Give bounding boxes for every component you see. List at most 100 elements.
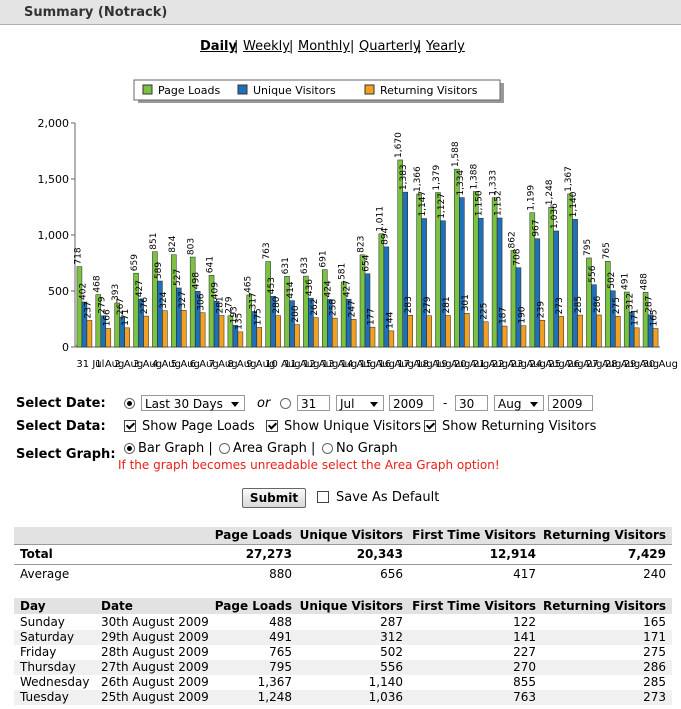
value-label: 144	[385, 311, 395, 328]
table-cell: 502	[380, 645, 403, 659]
table-cell: 30th August 2009	[101, 615, 209, 629]
bar	[294, 324, 300, 348]
table-cell: 227	[513, 645, 536, 659]
form-label: Select Graph:	[16, 447, 116, 462]
separator: |	[417, 39, 422, 54]
value-label: 581	[338, 263, 348, 280]
value-label: 1,383	[399, 164, 409, 190]
table-cell: 285	[643, 675, 666, 689]
y-tick-label: 0	[62, 341, 69, 354]
bar	[520, 325, 527, 348]
value-label: 633	[300, 257, 310, 274]
period-link[interactable]: Monthly	[298, 39, 351, 54]
bar	[652, 328, 659, 348]
period-link[interactable]: Quarterly	[359, 39, 421, 54]
table-cell: 165	[643, 615, 666, 629]
value-label: 317	[248, 292, 258, 309]
from-year[interactable]: 2009	[389, 395, 434, 411]
value-label: 225	[480, 303, 490, 320]
bar	[407, 315, 413, 348]
column-header: Unique Visitors	[299, 528, 403, 542]
value-label: 1,333	[489, 170, 499, 196]
x-tick-label: 30 Aug	[643, 359, 678, 370]
radio[interactable]	[219, 443, 230, 454]
bar	[577, 314, 583, 348]
period-link[interactable]: Weekly	[243, 39, 290, 54]
bar	[440, 220, 446, 348]
checkbox[interactable]	[124, 420, 136, 432]
value-label: 763	[262, 242, 272, 259]
checkbox[interactable]	[266, 420, 278, 432]
value-label: 1,379	[432, 165, 442, 191]
legend-swatch	[142, 84, 153, 95]
checkbox[interactable]	[317, 491, 329, 503]
value-label: 527	[173, 269, 183, 286]
value-label: 267	[116, 298, 126, 315]
separator: |	[234, 39, 239, 54]
value-label: 279	[224, 296, 234, 313]
value-label: 1,367	[564, 166, 574, 192]
value-label: 286	[593, 296, 603, 313]
value-label: 409	[211, 282, 221, 299]
to-year[interactable]: 2009	[548, 395, 593, 411]
range-select[interactable]: Last 30 Days	[141, 395, 245, 411]
radio-label: Bar Graph |	[138, 441, 213, 456]
x-tick-label: 8 Aug	[227, 359, 256, 370]
bar	[482, 321, 489, 348]
period-link[interactable]: Daily	[200, 39, 237, 54]
radio[interactable]	[280, 398, 291, 409]
value-label: 324	[159, 291, 169, 308]
bar	[265, 261, 271, 348]
bar	[313, 317, 319, 348]
row-stripe	[14, 660, 672, 675]
x-tick-label: 14 Aug	[341, 359, 376, 370]
value-label: 465	[243, 276, 253, 293]
bar	[105, 328, 112, 348]
x-tick-label: 5 Aug	[171, 359, 200, 370]
checkbox[interactable]	[424, 420, 436, 432]
dash: -	[443, 396, 448, 410]
value-label: 424	[324, 280, 334, 297]
table-cell: Saturday	[20, 630, 75, 644]
radio[interactable]	[124, 398, 135, 409]
bar	[501, 325, 508, 348]
x-tick-label: 22 Aug	[492, 359, 527, 370]
x-tick-label: 20 Aug	[454, 359, 489, 370]
to-month[interactable]: Aug	[494, 395, 544, 411]
x-tick-label: 27 Aug	[586, 359, 621, 370]
table-cell: Thursday	[20, 660, 76, 674]
x-tick-label: 31 Jul	[76, 359, 104, 370]
value-label: 175	[253, 308, 263, 325]
value-label: 281	[216, 296, 226, 313]
bar	[421, 218, 427, 348]
radio[interactable]	[124, 443, 135, 454]
table-cell: 855	[513, 675, 536, 689]
value-label: 285	[574, 296, 584, 313]
submit-button[interactable]: Submit	[242, 488, 306, 508]
value-label: 823	[357, 236, 367, 253]
x-tick-label: 28 Aug	[605, 359, 640, 370]
value-label: 279	[423, 296, 433, 313]
bar	[181, 310, 187, 348]
value-label: 641	[206, 256, 216, 273]
x-tick-label: 29 Aug	[624, 359, 659, 370]
from-month[interactable]: Jul	[336, 395, 384, 411]
from-day[interactable]: 31	[297, 395, 330, 411]
x-tick-label: 16 Aug	[378, 359, 413, 370]
table-cell: 1,140	[368, 675, 403, 689]
legend-label: Page Loads	[158, 84, 221, 97]
table-cell: 122	[513, 615, 536, 629]
value-label: 1,127	[437, 193, 447, 219]
value-label: 283	[404, 296, 414, 313]
period-link[interactable]: Yearly	[426, 39, 465, 54]
bar	[86, 320, 93, 348]
chart: Page Loads Unique Visitors Returning Visit…	[38, 79, 678, 370]
to-day[interactable]: 30	[455, 395, 488, 411]
value-label: 237	[83, 301, 93, 318]
bar	[350, 319, 357, 348]
x-tick-label: 26 Aug	[567, 359, 602, 370]
value-label: 718	[73, 247, 83, 264]
radio[interactable]	[322, 443, 333, 454]
bar	[143, 315, 149, 348]
x-tick-label: 18 Aug	[416, 359, 451, 370]
